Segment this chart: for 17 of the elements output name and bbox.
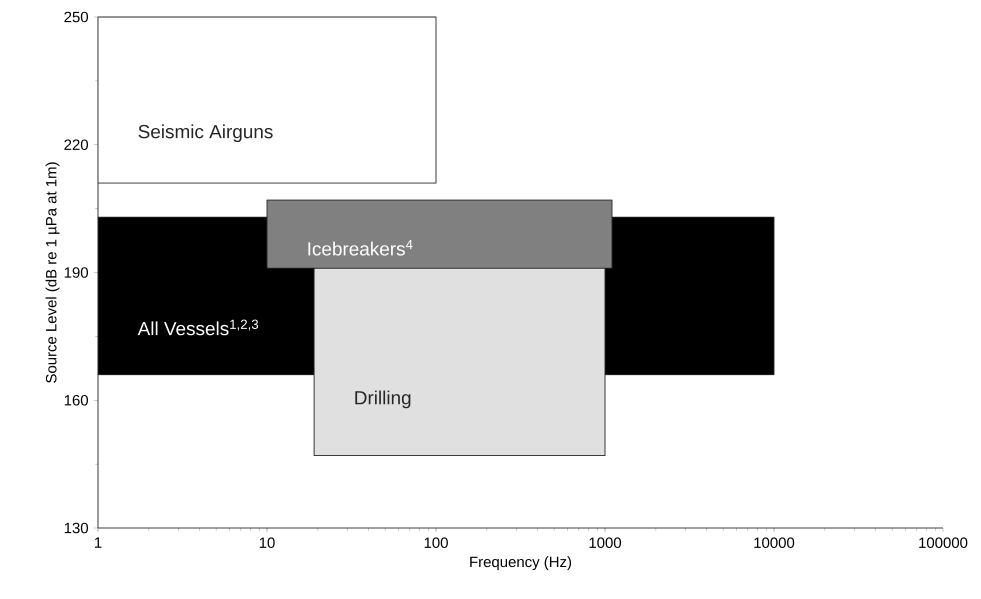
series-label: All Vessels$^{1,2,3}$ (138, 320, 258, 336)
x-axis-title: Frequency (Hz) (470, 556, 572, 570)
y-tick-label: 160 (64, 394, 88, 406)
x-tick-label: 1000 (590, 537, 622, 548)
y-tick-label: 220 (64, 139, 88, 150)
y-tick-label: 190 (64, 267, 88, 278)
x-tick-label: 1 (94, 537, 102, 548)
x-tick-label: 100 (424, 537, 448, 548)
series-label: Icebreakers$^{4}$ (308, 240, 413, 256)
y-axis-title: Source Level (dB re 1 µPa at 1m) (46, 162, 60, 383)
y-tick-label: 250 (64, 12, 88, 22)
x-tick-label: 10 (260, 537, 275, 548)
x-tick-label: 10000 (754, 537, 794, 548)
series-label: Seismic Airguns (138, 124, 273, 142)
x-tick-label: 100000 (919, 537, 968, 548)
y-tick-label: 130 (64, 522, 88, 534)
series-label: Drilling (355, 390, 410, 408)
